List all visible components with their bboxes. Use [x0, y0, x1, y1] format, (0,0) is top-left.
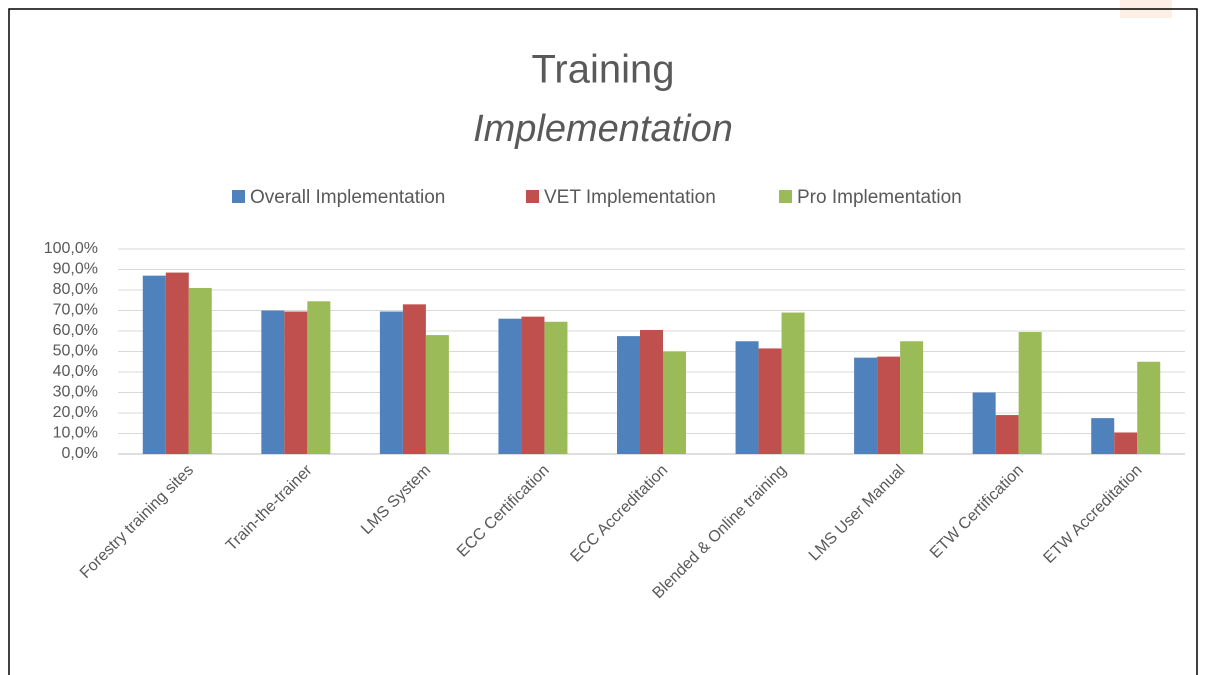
bar [402, 304, 426, 454]
bar [142, 275, 166, 454]
legend-swatch [779, 190, 792, 203]
bar [640, 329, 663, 454]
bar [261, 310, 285, 454]
bar [854, 357, 878, 454]
y-tick-label: 70,0% [53, 302, 98, 319]
x-tick-label: Forestry training sites [77, 462, 197, 582]
bar [425, 335, 449, 454]
bar [498, 318, 522, 454]
x-tick-label: Blended & Online training [650, 462, 790, 602]
y-tick-label: 100,0% [44, 240, 98, 257]
bar [663, 351, 686, 454]
x-tick-label: LMS System [358, 462, 434, 538]
y-tick-label: 60,0% [53, 322, 98, 339]
legend-label: Overall Implementation [250, 187, 445, 208]
bar [1137, 361, 1161, 454]
bar [758, 348, 782, 454]
bar [188, 287, 212, 454]
bar [735, 341, 759, 454]
bar [1091, 418, 1115, 454]
bar [379, 311, 403, 454]
x-tick-label: ETW Certification [927, 462, 1027, 562]
y-tick-label: 50,0% [53, 343, 98, 360]
bar [995, 415, 1019, 454]
bar [877, 356, 901, 454]
bar [781, 312, 805, 454]
bar [972, 392, 996, 454]
legend-label: Pro Implementation [797, 187, 962, 208]
frame [8, 8, 1198, 675]
bar [165, 272, 189, 454]
y-tick-label: 10,0% [53, 425, 98, 442]
x-tick-label: Train-the-trainer [223, 461, 316, 554]
x-tick-label: ECC Certification [454, 462, 553, 561]
bar [521, 316, 545, 454]
chart-subtitle: Implementation [473, 108, 733, 150]
bar [1114, 432, 1138, 454]
y-tick-label: 30,0% [53, 384, 98, 401]
bar [617, 336, 640, 454]
bar [307, 301, 331, 454]
y-tick-label: 20,0% [53, 404, 98, 421]
y-tick-label: 80,0% [53, 281, 98, 298]
bar [900, 341, 924, 454]
bar [284, 311, 308, 454]
y-tick-label: 40,0% [53, 363, 98, 380]
legend-swatch [526, 190, 539, 203]
bar [544, 321, 568, 454]
legend-swatch [232, 190, 245, 203]
y-tick-label: 0,0% [62, 445, 98, 462]
chart-title: Training [531, 48, 674, 92]
x-tick-label: ECC Accreditation [567, 462, 671, 566]
legend-label: VET Implementation [544, 187, 716, 208]
y-tick-label: 90,0% [53, 261, 98, 278]
bar [1018, 332, 1042, 454]
x-tick-label: LMS User Manual [806, 462, 909, 565]
x-tick-label: ETW Accreditation [1040, 462, 1145, 567]
